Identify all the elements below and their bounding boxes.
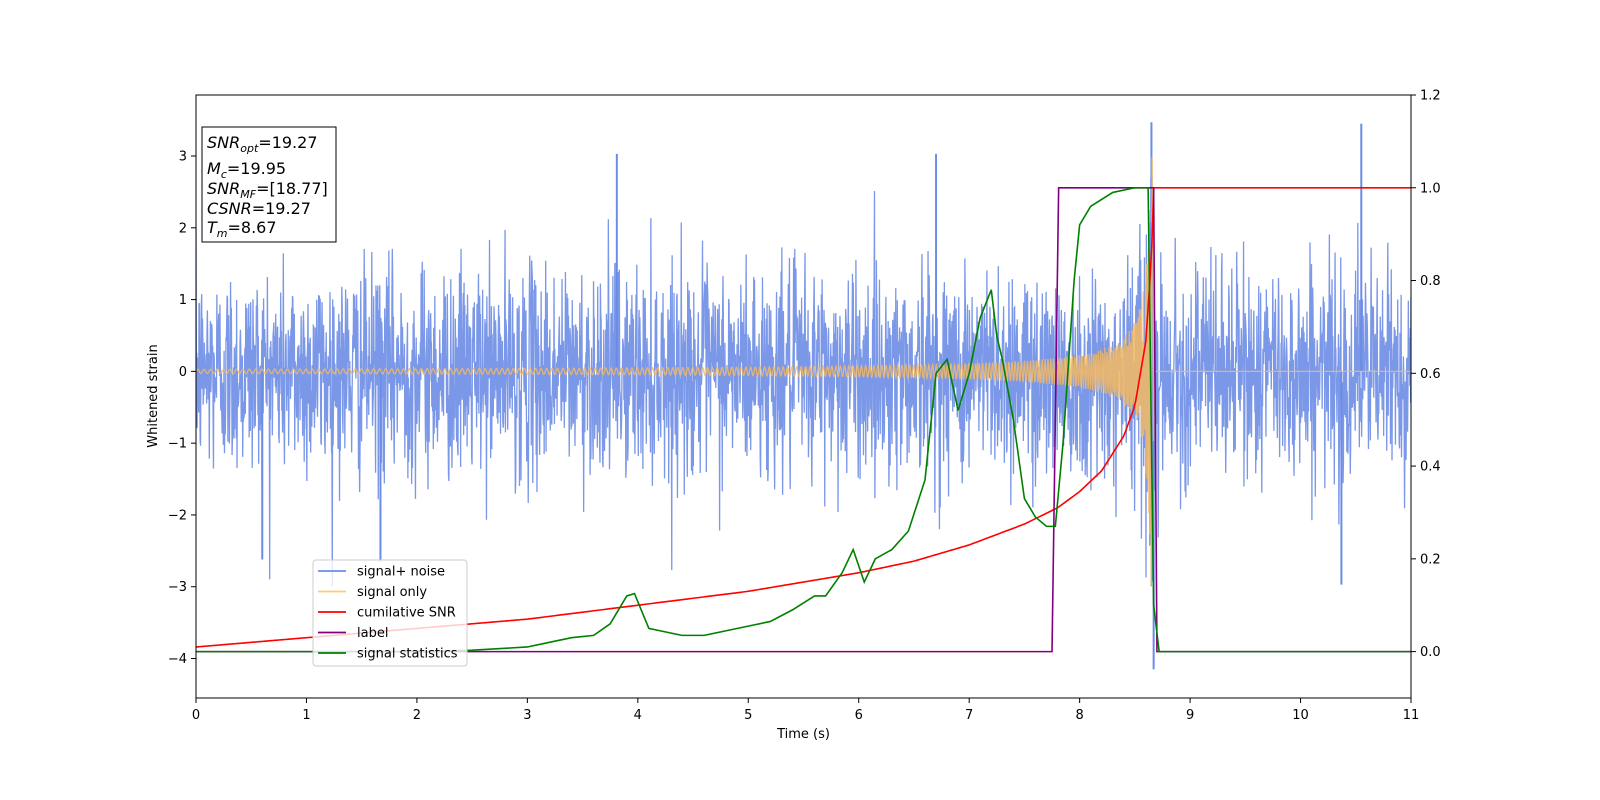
y-right-tick-label-3: 0.6 <box>1420 367 1441 382</box>
y-right-tick-label-5: 1.0 <box>1420 181 1441 196</box>
x-tick-label-2: 2 <box>413 708 421 723</box>
info-line-4: Tm=8.67 <box>207 218 277 240</box>
x-tick-label-6: 6 <box>855 708 863 723</box>
legend-label-2: cumilative SNR <box>357 606 456 621</box>
series-signal-noise <box>196 175 1411 587</box>
y-left-tick-label-0: −4 <box>168 652 187 667</box>
y-axis-right: 0.0 0.2 0.4 0.6 0.8 1.0 1.2 <box>1411 89 1441 660</box>
y-left-tick-label-3: −1 <box>168 437 187 452</box>
plot-frame <box>195 94 1412 699</box>
legend: signal+ noise signal only cumilative SNR la… <box>312 559 468 667</box>
x-tick-label-0: 0 <box>192 708 200 723</box>
legend-label-4: signal statistics <box>357 647 458 662</box>
x-tick-label-11: 11 <box>1403 708 1420 723</box>
x-axis: 0 1 2 3 4 5 6 7 8 9 10 11 <box>192 698 1419 723</box>
y-right-tick-label-0: 0.0 <box>1420 645 1441 660</box>
y-left-tick-label-4: 0 <box>179 365 187 380</box>
x-tick-label-4: 4 <box>634 708 642 723</box>
x-tick-label-7: 7 <box>965 708 973 723</box>
legend-label-3: label <box>357 626 388 641</box>
y-left-tick-label-5: 1 <box>179 293 187 308</box>
series-signal-only <box>196 156 1411 586</box>
y-left-tick-label-2: −2 <box>168 508 187 523</box>
x-tick-label-8: 8 <box>1075 708 1083 723</box>
x-axis-label: Time (s) <box>776 727 830 742</box>
info-box: SNRopt=19.27 Mc=19.95SNRMF=[18.77]CSNR=19… <box>201 126 337 243</box>
y-right-tick-label-2: 0.4 <box>1420 460 1441 475</box>
y-right-tick-label-6: 1.2 <box>1420 89 1441 104</box>
y-right-tick-label-1: 0.2 <box>1420 552 1441 567</box>
info-line-1: Mc=19.95 <box>207 159 286 181</box>
legend-frame <box>312 559 468 667</box>
series-signal-statistics <box>196 186 1411 653</box>
x-tick-label-10: 10 <box>1292 708 1309 723</box>
y-left-tick-label-6: 2 <box>179 221 187 236</box>
legend-label-1: signal only <box>357 585 427 600</box>
y-axis-label: Whitened strain <box>146 344 161 447</box>
x-tick-label-3: 3 <box>523 708 531 723</box>
x-tick-label-9: 9 <box>1186 708 1194 723</box>
x-tick-label-5: 5 <box>744 708 752 723</box>
info-line-3: CSNR=19.27 <box>207 199 311 218</box>
info-line-0: SNRopt=19.27 <box>207 133 318 155</box>
y-left-tick-label-1: −3 <box>168 580 187 595</box>
y-left-tick-label-7: 3 <box>179 150 187 165</box>
y-right-tick-label-4: 0.8 <box>1420 274 1441 289</box>
x-tick-label-1: 1 <box>302 708 310 723</box>
info-box-frame <box>201 126 337 243</box>
y-axis-left: −4 −3 −2 −1 0 1 2 3 <box>168 150 196 667</box>
legend-label-0: signal+ noise <box>357 565 445 580</box>
info-line-2: SNRMF=[18.77] <box>207 179 328 201</box>
